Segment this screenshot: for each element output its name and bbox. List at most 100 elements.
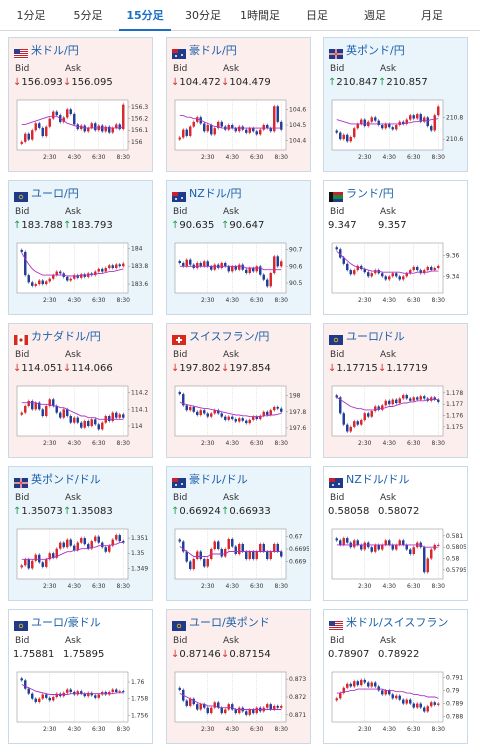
candle	[69, 416, 72, 423]
tab-3[interactable]: 30分足	[185, 9, 221, 22]
candle	[224, 416, 227, 420]
candle	[430, 126, 433, 131]
currency-pair-link[interactable]: 米ドル/スイスフラン	[346, 616, 449, 629]
currency-pair-link[interactable]: 豪ドル/円	[189, 44, 237, 57]
candle	[405, 699, 408, 704]
currency-card[interactable]: ユーロ/豪ドル Bid Ask 1.75881 1.75895 2:30 4:30 6:30 8…	[8, 609, 153, 744]
currency-pair-link[interactable]: ユーロ/円	[31, 187, 79, 200]
candle	[384, 540, 387, 545]
candle	[83, 421, 86, 428]
tab-2[interactable]: 15分足	[119, 0, 171, 31]
ask-label: Ask	[380, 207, 397, 217]
currency-card[interactable]: ユーロ/円 Bid Ask ↑183.788 ↑183.793 2:30 4:30 6:30 8…	[8, 180, 153, 315]
currency-pair-link[interactable]: ユーロ/ドル	[346, 330, 405, 343]
candle	[377, 406, 380, 410]
ask-value: ↓104.479	[221, 77, 271, 88]
ask-label: Ask	[380, 493, 397, 503]
trend-arrow-icon: ↑	[13, 220, 22, 231]
price-chart: 2:30 4:30 6:30 8:30 90.7 90.6 90.5	[174, 242, 303, 304]
candle	[405, 395, 408, 399]
currency-pair-link[interactable]: 豪ドル/ドル	[189, 473, 248, 486]
candle	[252, 551, 255, 559]
currency-pair-link[interactable]: NZドル/ドル	[346, 473, 410, 486]
currency-pair-link[interactable]: 英ポンド/ドル	[31, 473, 101, 486]
y-tick-label: 0.791	[446, 674, 463, 681]
tab-1[interactable]: 5分足	[73, 9, 103, 22]
currency-pair-link[interactable]: スイスフラン/円	[189, 330, 270, 343]
candle	[430, 397, 433, 401]
candle	[433, 397, 436, 400]
currency-card[interactable]: 米ドル/スイスフラン Bid Ask 0.78907 0.78922 2:30 4:30 6:…	[323, 609, 468, 744]
currency-pair-link[interactable]: ランド/円	[346, 187, 394, 200]
currency-card[interactable]: 米ドル/円 Bid Ask ↓156.093 ↓156.095 2:30 4:30 6:30 8…	[8, 37, 153, 172]
candle	[189, 126, 192, 136]
currency-pair-link[interactable]: NZドル/円	[189, 187, 242, 200]
candle	[111, 265, 114, 268]
eu-us-flag-icon	[329, 330, 343, 345]
candle	[34, 284, 37, 286]
candle	[388, 400, 391, 405]
candle	[231, 539, 234, 547]
y-tick-label: 183.8	[131, 263, 148, 270]
bid-price: 0.87146	[179, 649, 221, 660]
currency-card[interactable]: カナダドル/円 Bid Ask ↓114.051 ↓114.066 2:30 4:30 6:3…	[8, 323, 153, 458]
currency-card[interactable]: ユーロ/英ポンド Bid Ask ↓0.87146 ↓0.87154 2:30 4:30 6:…	[166, 609, 311, 744]
x-tick-label: 2:30	[358, 726, 372, 733]
currency-card[interactable]: 豪ドル/ドル Bid Ask ↑0.66924 ↑0.66933 2:30 4:30 6:30…	[166, 466, 311, 601]
currency-card[interactable]: ランド/円 Bid Ask 9.347 9.357 2:30 4:30 6:30 8:30 9.3…	[323, 180, 468, 315]
bid-label: Bid	[330, 493, 345, 503]
currency-card[interactable]: NZドル/ドル Bid Ask 0.58058 0.58072 2:30 4:30 6:30 8…	[323, 466, 468, 601]
currency-pair-link[interactable]: 英ポンド/円	[346, 44, 405, 57]
candle	[178, 137, 181, 140]
currency-card[interactable]: 英ポンド/円 Bid Ask ↑210.847 ↑210.857 2:30 4:30 6:30…	[323, 37, 468, 172]
candle	[118, 264, 121, 267]
trend-arrow-icon: ↓	[13, 363, 22, 374]
candle	[391, 694, 394, 699]
tab-4[interactable]: 1時間足	[240, 9, 280, 22]
currency-card[interactable]: スイスフラン/円 Bid Ask ↓197.802 ↓197.854 2:30 4:30 6:…	[166, 323, 311, 458]
candle	[220, 121, 223, 127]
price-chart: 2:30 4:30 6:30 8:30 104.6 104.5 104.4	[174, 99, 306, 161]
currency-card[interactable]: 豪ドル/円 Bid Ask ↓104.472 ↓104.479 2:30 4:30 6:30 8…	[166, 37, 311, 172]
currency-pair-link[interactable]: 米ドル/円	[31, 44, 79, 57]
candle	[203, 123, 206, 132]
currency-pair-link[interactable]: ユーロ/豪ドル	[31, 616, 101, 629]
x-tick-label: 2:30	[358, 583, 372, 590]
y-tick-label: 90.5	[289, 280, 303, 287]
tab-5[interactable]: 日足	[306, 9, 328, 22]
candle	[196, 117, 199, 122]
currency-pair-link[interactable]: ユーロ/英ポンド	[189, 616, 270, 629]
candle	[27, 688, 30, 694]
candle	[391, 399, 394, 405]
tab-7[interactable]: 月足	[421, 9, 443, 22]
currency-pair-link[interactable]: カナダドル/円	[31, 330, 101, 343]
candle	[27, 275, 30, 283]
candle	[108, 265, 111, 268]
candle	[231, 266, 234, 272]
candle	[426, 558, 429, 573]
chart-container: 2:30 4:30 6:30 8:30 1.351 1.35 1.349	[13, 523, 151, 595]
ask-label: Ask	[223, 636, 240, 646]
trend-arrow-icon: ↓	[63, 363, 72, 374]
candle	[87, 127, 90, 132]
candle	[384, 400, 387, 406]
candle	[349, 136, 352, 142]
y-tick-label: 1.177	[446, 401, 463, 408]
candle	[192, 406, 195, 412]
currency-card[interactable]: NZドル/円 Bid Ask ↑90.635 ↑90.647 2:30 4:30 6:30 8:…	[166, 180, 311, 315]
bid-value: 0.78907	[328, 649, 369, 660]
candle	[203, 559, 206, 567]
candle	[412, 397, 415, 401]
candle	[335, 247, 338, 250]
candle	[52, 697, 55, 701]
candle	[356, 681, 359, 686]
candle	[433, 702, 436, 705]
plot-area	[16, 242, 129, 294]
tab-6[interactable]: 週足	[364, 9, 386, 22]
candle	[41, 562, 44, 567]
bid-label: Bid	[173, 493, 188, 503]
currency-card[interactable]: 英ポンド/ドル Bid Ask ↑1.35073 ↑1.35083 2:30 4:30 6:3…	[8, 466, 153, 601]
currency-card[interactable]: ユーロ/ドル Bid Ask ↓1.17715 ↓1.17719 2:30 4:30 6:30…	[323, 323, 468, 458]
y-tick-label: 1.35	[131, 550, 145, 557]
tab-0[interactable]: 1分足	[16, 9, 46, 22]
